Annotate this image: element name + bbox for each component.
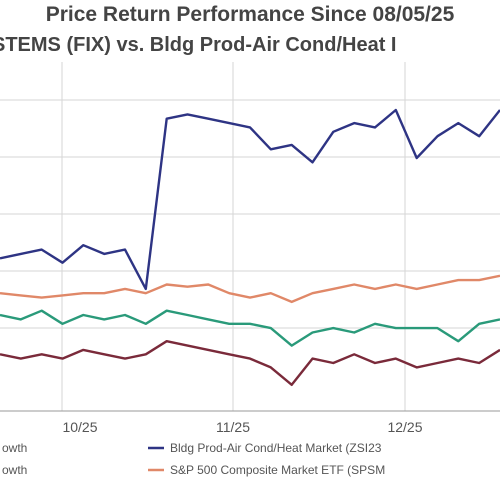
chart-title: Price Return Performance Since 08/05/25	[45, 3, 455, 26]
x-tick-label: 12/25	[387, 419, 422, 435]
x-tick-label: 11/25	[216, 419, 250, 435]
series-line-1	[0, 274, 500, 304]
series-line-0	[0, 108, 500, 291]
x-tick-label: 10/25	[62, 419, 97, 435]
legend-label: Bldg Prod-Air Cond/Heat Market (ZSI23	[170, 441, 382, 455]
series-line-2	[0, 309, 500, 347]
legend-label: S&P 500 Composite Market ETF (SPSM	[170, 463, 385, 477]
legend-label: owth	[2, 441, 27, 455]
legend-label: owth	[2, 463, 27, 477]
chart-subtitle: STEMS (FIX) vs. Bldg Prod-Air Cond/Heat …	[0, 34, 397, 56]
series-line-3	[0, 340, 500, 386]
